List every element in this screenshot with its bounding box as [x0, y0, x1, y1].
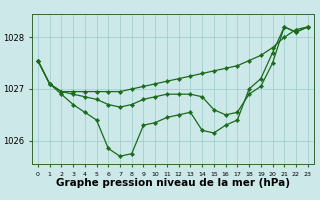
- X-axis label: Graphe pression niveau de la mer (hPa): Graphe pression niveau de la mer (hPa): [56, 178, 290, 188]
